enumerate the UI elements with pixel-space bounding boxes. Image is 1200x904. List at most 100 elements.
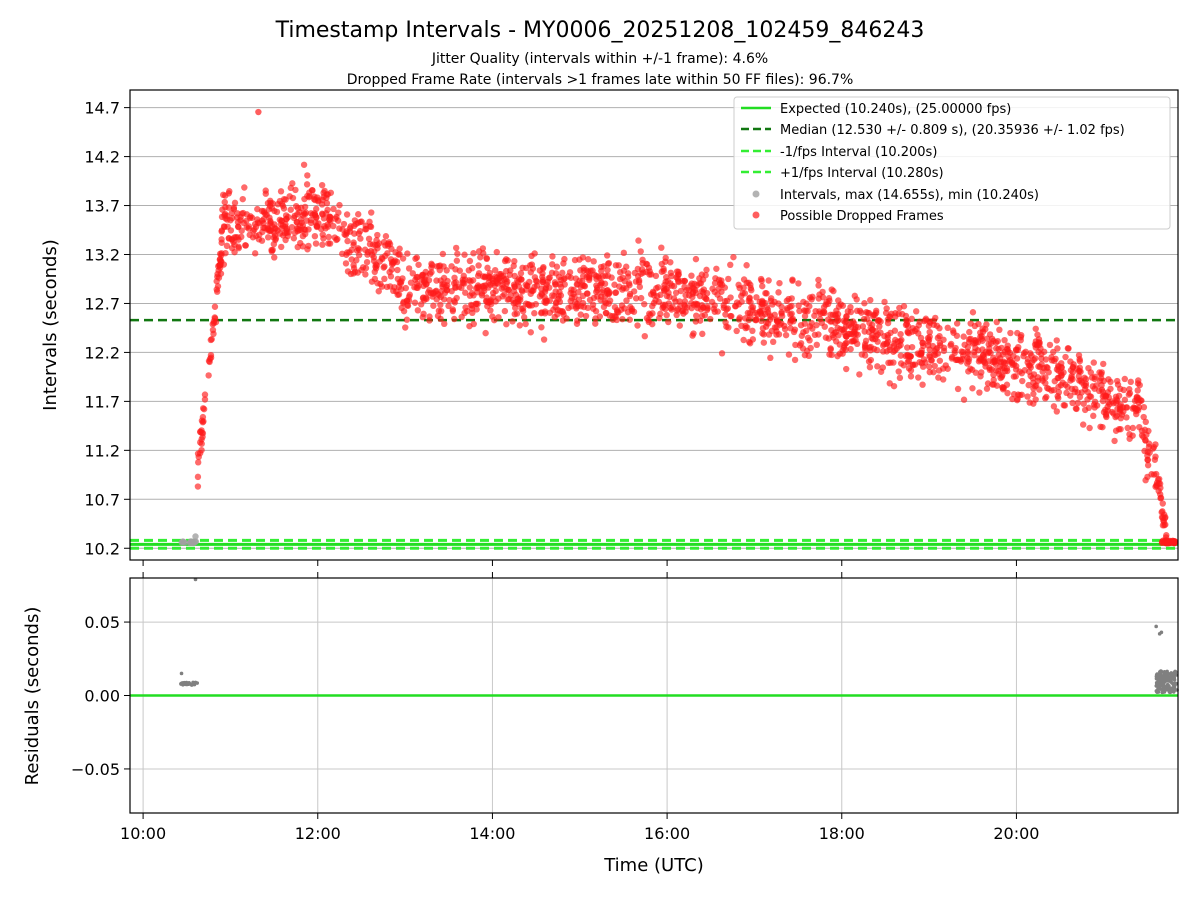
dropped-frame-point xyxy=(542,299,550,307)
dropped-frame-point xyxy=(854,324,862,331)
dropped-frame-point xyxy=(280,195,288,203)
dropped-frame-point xyxy=(581,283,589,290)
dropped-frame-point xyxy=(834,317,841,325)
dropped-frame-point xyxy=(402,324,409,331)
dropped-frame-point xyxy=(932,314,939,322)
dropped-frame-point xyxy=(218,236,225,243)
dropped-frame-point xyxy=(699,304,707,311)
dropped-frame-point xyxy=(1004,342,1011,349)
dropped-frame-point xyxy=(762,323,770,330)
dropped-frame-point xyxy=(708,298,716,306)
dropped-frame-point xyxy=(473,300,480,308)
dropped-frame-point xyxy=(1048,357,1056,364)
dropped-frame-point xyxy=(234,223,242,230)
dropped-frame-point xyxy=(323,200,331,207)
dropped-frame-point xyxy=(1012,373,1019,380)
dropped-frame-point xyxy=(698,271,706,278)
dropped-frame-point xyxy=(1101,392,1108,399)
dropped-frame-point xyxy=(198,440,205,447)
residual-point xyxy=(1163,687,1168,692)
dropped-frame-point xyxy=(270,240,278,248)
dropped-frame-point xyxy=(1054,345,1061,352)
dropped-frame-point xyxy=(942,362,949,369)
residual-point xyxy=(1154,684,1159,688)
dropped-frame-point xyxy=(237,213,244,221)
dropped-frame-point xyxy=(1081,406,1089,414)
dropped-frame-point xyxy=(225,204,232,211)
dropped-frame-point xyxy=(208,336,215,343)
dropped-frame-point xyxy=(867,296,874,304)
dropped-frame-point xyxy=(665,318,672,326)
dropped-frame-point xyxy=(1097,374,1105,382)
residual-point xyxy=(1166,675,1170,680)
dropped-frame-point xyxy=(1107,385,1114,393)
dropped-frame-point xyxy=(373,237,380,244)
dropped-frame-point xyxy=(566,269,574,276)
dropped-frame-point xyxy=(423,295,430,303)
residuals-y-tick-label: 0.05 xyxy=(84,613,120,632)
dropped-frame-point xyxy=(428,260,435,268)
dropped-frame-point xyxy=(475,248,483,255)
intervals-y-tick-label: 13.7 xyxy=(84,197,120,216)
dropped-frame-point xyxy=(1035,336,1043,343)
dropped-frame-point xyxy=(1109,408,1116,416)
dropped-frame-point xyxy=(501,307,509,315)
dropped-frame-point xyxy=(773,331,780,338)
dropped-frame-point xyxy=(1150,444,1158,451)
dropped-frame-point xyxy=(1024,393,1031,400)
dropped-frame-point xyxy=(1031,382,1039,390)
dropped-frame-point xyxy=(895,368,902,375)
dropped-frame-point xyxy=(913,308,920,315)
dropped-frame-point xyxy=(713,265,720,272)
dropped-frame-point xyxy=(293,218,301,226)
dropped-frame-point xyxy=(429,293,436,300)
dropped-frame-point xyxy=(271,254,278,261)
dropped-frame-point xyxy=(1076,377,1083,384)
residuals-x-tick-label: 20:00 xyxy=(993,824,1039,843)
dropped-frame-point xyxy=(759,282,766,290)
dropped-frame-point xyxy=(612,262,620,269)
dropped-frame-point xyxy=(961,341,968,348)
dropped-frame-point xyxy=(910,361,917,368)
dropped-frame-point xyxy=(1091,404,1098,411)
dropped-frame-point xyxy=(230,204,238,211)
dropped-frame-point xyxy=(746,310,753,317)
dropped-frame-point xyxy=(890,382,898,390)
dropped-frame-point xyxy=(549,261,556,268)
dropped-frame-point xyxy=(1030,400,1037,407)
dropped-frame-point xyxy=(503,321,510,328)
dropped-frame-point xyxy=(266,227,273,235)
dropped-frame-point xyxy=(1126,435,1133,442)
dropped-frame-point xyxy=(509,318,516,325)
residual-point xyxy=(1166,679,1171,683)
dropped-frame-point xyxy=(788,316,796,324)
dropped-frame-point xyxy=(645,318,652,326)
dropped-frame-point xyxy=(532,277,540,284)
dropped-frame-point xyxy=(788,310,795,317)
dropped-frame-point xyxy=(428,269,435,276)
dropped-frame-point xyxy=(864,315,871,323)
dropped-frame-point xyxy=(1012,347,1020,354)
dropped-frame-point xyxy=(583,290,591,297)
dropped-frame-point xyxy=(815,276,822,284)
dropped-frame-point xyxy=(350,265,358,272)
dropped-frame-point xyxy=(797,321,805,329)
dropped-frame-point xyxy=(343,211,351,218)
dropped-frame-point xyxy=(1055,383,1062,391)
dropped-frame-point xyxy=(940,347,948,355)
dropped-frame-point xyxy=(916,359,923,366)
dropped-frame-point xyxy=(1022,348,1029,355)
dropped-frame-point xyxy=(199,405,207,412)
dropped-frame-point xyxy=(475,262,482,269)
dropped-frame-point xyxy=(411,284,418,291)
dropped-frame-point xyxy=(619,274,626,281)
dropped-frame-point xyxy=(304,192,311,200)
dropped-frame-point xyxy=(918,347,925,354)
dropped-frame-point xyxy=(600,303,608,311)
dropped-frame-point xyxy=(1121,396,1129,404)
dropped-frame-point xyxy=(354,245,362,252)
dropped-frame-point xyxy=(1136,423,1143,431)
dropped-frame-point xyxy=(278,217,285,225)
dropped-frame-point xyxy=(405,265,413,272)
dropped-frame-point xyxy=(619,315,626,323)
